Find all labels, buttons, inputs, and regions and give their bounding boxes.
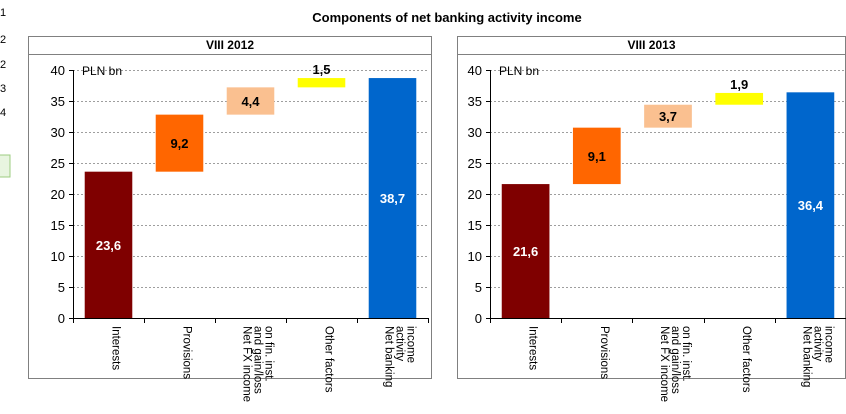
x-category-label-2: Net FX income: [658, 326, 670, 402]
data-label-3: 1,9: [730, 77, 748, 92]
y-tick-label: 25: [468, 156, 482, 171]
edge-cell: [0, 154, 11, 178]
y-tick-label: 15: [51, 218, 65, 233]
x-category-label-0: Interests: [527, 326, 539, 370]
y-tick-label: 10: [51, 249, 65, 264]
unit-label: PLN bn: [499, 64, 539, 78]
panel-title: VIII 2013: [627, 38, 675, 52]
data-label-3: 1,5: [312, 62, 330, 77]
y-tick-label: 5: [475, 280, 482, 295]
panel-title: VIII 2012: [206, 38, 254, 52]
edge-fragment-2: 2: [0, 59, 6, 71]
data-label-4: 38,7: [380, 191, 405, 206]
x-category-label-4: activity: [811, 326, 823, 361]
data-label-0: 21,6: [513, 244, 538, 259]
x-category-label-3: Other factors: [740, 326, 752, 393]
y-tick-label: 35: [468, 94, 482, 109]
data-label-1: 9,1: [588, 149, 606, 164]
x-category-label-1: Provisions: [181, 326, 193, 379]
edge-fragment-4: 4: [0, 107, 6, 119]
y-tick-label: 15: [468, 218, 482, 233]
x-category-label-4: income: [405, 326, 417, 363]
x-category-label-0: Interests: [110, 326, 122, 370]
left-edge-fragments: 1 2 2 3 4: [0, 7, 11, 178]
bar-0: [84, 171, 133, 318]
y-tick-label: 40: [51, 63, 65, 78]
chart-title: Components of net banking activity incom…: [312, 10, 581, 25]
bar-2: [226, 87, 275, 115]
edge-fragment-1: 2: [0, 34, 6, 46]
y-tick-label: 10: [468, 249, 482, 264]
data-label-2: 3,7: [659, 109, 677, 124]
panel-frame: [28, 36, 432, 379]
y-tick-label: 0: [475, 311, 482, 326]
panel-2012: VIII 2012 0 5 10 15 20 25 30 35 40 PLN bn 23,6 Inter…: [28, 36, 432, 402]
y-tick-label: 30: [468, 125, 482, 140]
x-category-label-2: and gain/loss: [252, 326, 264, 394]
y-tick-label: 0: [58, 311, 65, 326]
data-label-1: 9,2: [170, 136, 188, 151]
y-tick-label: 30: [51, 125, 65, 140]
bar-3: [297, 78, 346, 88]
data-label-4: 36,4: [798, 198, 824, 213]
y-tick-label: 20: [51, 187, 65, 202]
data-label-2: 4,4: [241, 94, 260, 109]
panel-2013: VIII 2013 0 5 10 15 20 25 30 35 40 PLN bn 21,6 Inter…: [457, 36, 846, 402]
bar-1: [572, 127, 621, 185]
y-tick-label: 20: [468, 187, 482, 202]
edge-fragment-3: 3: [0, 83, 6, 95]
y-tick-label: 40: [468, 63, 482, 78]
bar-4: [368, 78, 417, 318]
y-tick-label: 25: [51, 156, 65, 171]
bar-2: [644, 104, 692, 128]
bar-4: [786, 92, 835, 318]
bar-1: [155, 114, 204, 172]
x-category-label-4: Net banking: [800, 326, 812, 387]
x-category-label-2: on fin. inst.: [680, 326, 692, 382]
x-category-label-2: on fin. inst.: [263, 326, 275, 382]
x-category-label-2: Net FX income: [241, 326, 253, 402]
x-category-label-3: Other factors: [323, 326, 335, 393]
y-tick-label: 35: [51, 94, 65, 109]
y-tick-label: 5: [58, 280, 65, 295]
edge-fragment-0: 1: [0, 7, 6, 19]
x-category-label-4: activity: [394, 326, 406, 361]
x-category-label-4: income: [822, 326, 834, 363]
bar-3: [715, 92, 764, 105]
unit-label: PLN bn: [82, 64, 122, 78]
x-category-label-4: Net banking: [383, 326, 395, 387]
bar-0: [501, 184, 550, 318]
x-category-label-1: Provisions: [598, 326, 610, 379]
data-label-0: 23,6: [96, 238, 121, 253]
x-category-label-2: and gain/loss: [669, 326, 681, 394]
